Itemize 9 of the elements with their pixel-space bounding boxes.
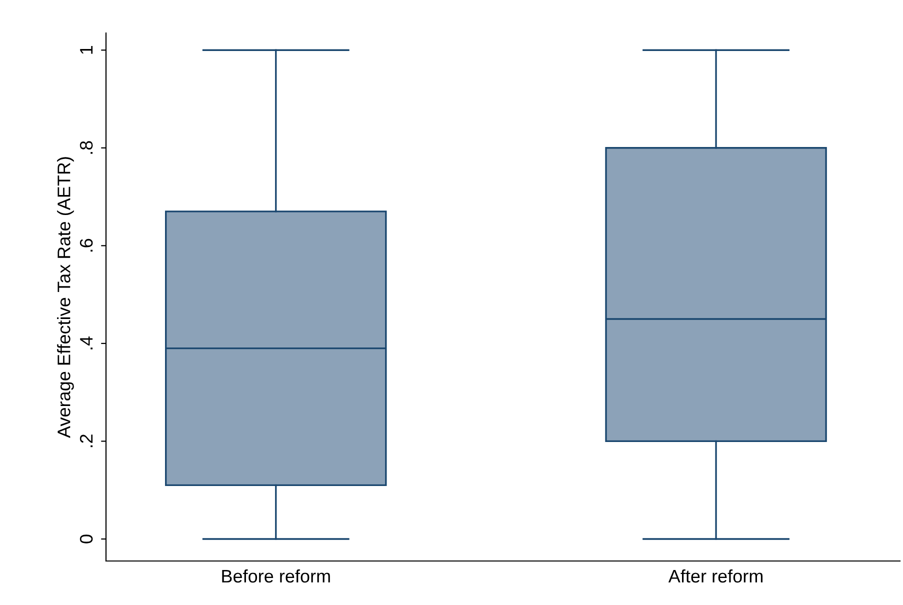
x-tick-label: Before reform [222, 569, 330, 583]
x-tick-label: After reform [668, 569, 762, 583]
y-tick-label: 1 [80, 46, 93, 54]
y-axis-title: Average Effective Tax Rate (AETR) [57, 157, 74, 438]
y-tick-label: 0 [80, 534, 93, 544]
y-tick-label: .2 [80, 434, 93, 448]
y-tick-label: .6 [80, 238, 93, 252]
y-tick-label: .8 [80, 141, 93, 154]
y-tick-label: .4 [80, 336, 93, 350]
